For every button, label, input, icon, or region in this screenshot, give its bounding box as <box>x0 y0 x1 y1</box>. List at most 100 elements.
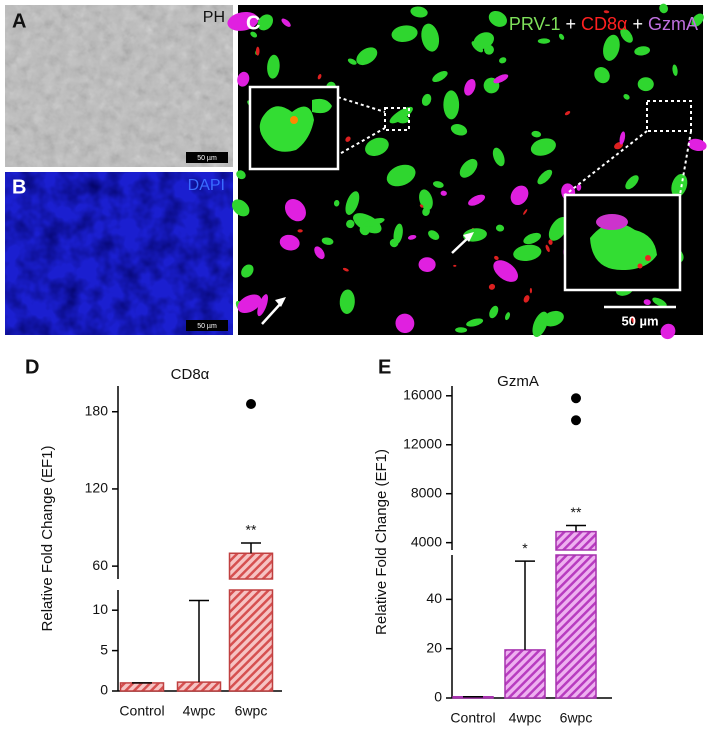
cell-signal <box>523 295 530 303</box>
cell-signal <box>281 18 291 27</box>
x-tick-label: 4wpc <box>183 703 216 719</box>
arrow <box>275 297 286 307</box>
legend-entry: GzmA <box>648 14 698 34</box>
cell-signal <box>314 246 325 260</box>
x-tick-label: Control <box>119 703 164 719</box>
cell-signal <box>241 264 254 278</box>
x-tick-label: 4wpc <box>509 710 542 726</box>
inset-cell <box>312 98 332 114</box>
x-tick-label: 6wpc <box>235 703 268 719</box>
chart-title: GzmA <box>497 373 539 390</box>
significance: ** <box>246 522 257 538</box>
cell-signal <box>284 199 306 222</box>
cell-signal <box>634 46 651 56</box>
cell-signal <box>603 34 620 61</box>
bar <box>228 552 274 580</box>
y-tick-label: 5 <box>100 641 108 657</box>
cell-signal <box>492 147 505 167</box>
cell-signal <box>488 283 496 290</box>
panel-a: A PH 50 µm <box>5 5 233 167</box>
cell-signal <box>558 33 565 40</box>
x-tick-label: 6wpc <box>560 710 593 726</box>
legend-entry: CD8α <box>581 14 627 34</box>
bar <box>119 682 165 692</box>
charts: D CD8α Relative Fold Change (EF1) 0 5 10 60 120… <box>25 356 612 726</box>
cell-signal <box>687 138 707 152</box>
cell-signal <box>505 312 511 321</box>
cell-signal <box>333 199 340 207</box>
cell-signal <box>493 260 518 282</box>
cell-signal <box>279 234 300 251</box>
chart-title: CD8α <box>171 366 210 383</box>
cell-signal <box>672 64 678 76</box>
cell-signal <box>432 70 448 83</box>
cell-signal <box>619 131 626 145</box>
panel-c: C PRV-1 + CD8α + GzmA 50 µm <box>227 3 707 340</box>
cell-signal <box>395 313 415 334</box>
inset-cell <box>590 223 657 270</box>
cell-signal <box>495 224 505 232</box>
cell-signal <box>489 305 499 319</box>
cell-signal <box>257 294 268 317</box>
cell-signal <box>537 38 551 44</box>
cell-signal <box>345 136 351 142</box>
cell-signal <box>421 23 440 52</box>
cell-signal <box>365 137 389 156</box>
legend-entry: + <box>632 14 643 34</box>
y-tick-label: 12000 <box>403 435 442 451</box>
cell-signal <box>342 267 349 272</box>
cell-signal <box>513 244 542 261</box>
cell-signal <box>530 138 556 156</box>
zoom-box <box>646 100 692 132</box>
cell-signal <box>432 181 444 188</box>
cell-signal <box>356 47 378 66</box>
significance: * <box>522 540 528 556</box>
y-tick-label: 20 <box>426 639 442 655</box>
micrograph-texture <box>5 5 233 167</box>
inset-cell <box>645 255 651 261</box>
panel-label: A <box>12 10 26 32</box>
y-axis-label: Relative Fold Change (EF1) <box>373 449 390 635</box>
cell-signal <box>493 74 509 84</box>
cell-signal <box>419 204 424 208</box>
cell-signal <box>237 294 262 314</box>
bar <box>176 681 222 692</box>
inset-cell <box>290 116 298 124</box>
cell-signal <box>421 93 432 106</box>
cell-signal <box>468 194 486 206</box>
cell-signal <box>396 115 410 124</box>
y-tick-label: 10 <box>92 601 108 617</box>
cell-signal <box>257 14 273 31</box>
cell-signal <box>523 209 528 215</box>
cell-signal <box>473 32 495 50</box>
cell-signal <box>594 66 610 84</box>
scale-bar-label: 50 µm <box>621 313 658 328</box>
zoom-line <box>679 130 692 196</box>
cell-signal <box>238 14 255 29</box>
cell-signal <box>545 244 550 253</box>
cell-signal <box>237 71 250 87</box>
cell-signal <box>346 219 355 229</box>
cell-signal <box>532 311 549 337</box>
y-tick-label: 16000 <box>403 386 442 402</box>
caption: PH <box>203 9 225 26</box>
cell-signal <box>542 310 564 327</box>
cell-signal <box>631 316 636 324</box>
cell-signal <box>450 124 468 136</box>
micrograph-texture <box>5 172 233 335</box>
arrow <box>463 232 474 242</box>
cell-signal <box>339 289 355 314</box>
cell-signal <box>407 234 417 240</box>
cell-signal <box>464 78 476 96</box>
cell-signal <box>691 13 704 27</box>
cell-signal <box>659 3 669 14</box>
bar <box>504 649 546 699</box>
cell-signal <box>529 287 533 294</box>
scale-bar <box>186 152 228 163</box>
cell-signal <box>548 216 568 241</box>
cell-signal <box>623 93 630 100</box>
inset <box>563 193 682 292</box>
cell-signal <box>443 90 460 120</box>
